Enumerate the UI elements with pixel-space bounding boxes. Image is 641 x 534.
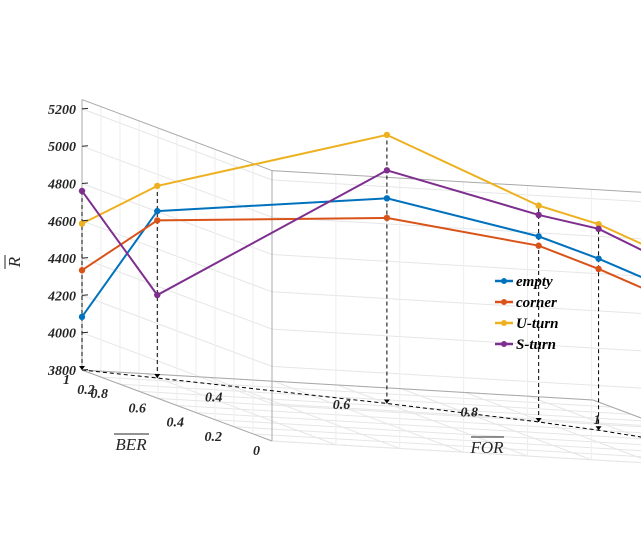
data-point (78, 220, 86, 227)
data-point (595, 220, 602, 228)
series-layer (78, 131, 641, 321)
for-axis-label: FOR (469, 436, 504, 457)
z-tick-label: 4200 (47, 289, 76, 304)
data-point (383, 214, 391, 222)
z-tick-label: 4000 (47, 327, 76, 342)
floor-grid-line (176, 405, 641, 434)
legend-label-sturn: S-turn (516, 337, 556, 353)
data-point (154, 291, 161, 299)
data-point (154, 217, 161, 224)
data-point (595, 225, 602, 233)
drop-arrow (535, 417, 542, 422)
floor-grid-line (233, 426, 641, 452)
z-tick-label: 5200 (48, 103, 76, 118)
z-tick-label: 4400 (47, 252, 76, 267)
data-point (78, 187, 86, 195)
legend: empty corner U-turn S-turn (495, 274, 559, 353)
drop-arrow (154, 374, 161, 379)
series-line (81, 197, 641, 318)
box-edge (81, 369, 594, 401)
z-tick-mark (81, 369, 89, 371)
data-point (535, 202, 542, 209)
data-point (154, 207, 161, 215)
box-edge (271, 170, 641, 193)
data-point (535, 242, 542, 249)
box-edge (81, 369, 273, 442)
z-tick-mark (81, 145, 89, 147)
legend-marker-empty (501, 278, 507, 284)
wall-grid-line (81, 108, 641, 203)
z-tick-mark (81, 107, 89, 110)
drop-arrow (383, 399, 390, 404)
series-uturn (78, 131, 641, 245)
legend-marker-uturn (501, 320, 507, 326)
z-axis-label: R (4, 255, 24, 269)
legend-marker-corner (501, 299, 507, 305)
drop-arrow (79, 366, 85, 370)
ber-tick-label: 0 (253, 444, 260, 459)
floor-grid-line (157, 397, 641, 428)
for-tick-label: 0.8 (461, 406, 479, 421)
z-tick-label: 4600 (47, 215, 76, 230)
for-axis-label-text: FOR (469, 438, 504, 457)
z-axis-label-text: R (5, 256, 24, 268)
series-sturn (78, 167, 641, 299)
data-point (78, 267, 86, 274)
ber-tick-label: 1 (63, 373, 70, 388)
legend-label-uturn: U-turn (516, 316, 559, 332)
legend-item-sturn: S-turn (495, 337, 556, 353)
ber-axis-label: BER (114, 433, 149, 454)
floor-grid-line (100, 376, 613, 408)
legend-label-empty: empty (516, 274, 553, 290)
data-point (154, 182, 161, 190)
z-tick-mark (81, 331, 89, 334)
legend-item-empty: empty (495, 274, 553, 290)
z-tick-label: 4800 (47, 178, 76, 193)
ber-tick-label: 0.6 (129, 401, 147, 416)
for-tick-label: 0.2 (77, 383, 95, 398)
z-tick-mark (81, 257, 89, 259)
legend-item-uturn: U-turn (495, 316, 559, 332)
ber-axis-label-text: BER (115, 435, 147, 454)
series-corner (78, 214, 641, 289)
for-tick-label: 0.6 (333, 398, 351, 413)
box-edge (81, 99, 273, 172)
series-line (81, 133, 641, 245)
data-point (383, 195, 391, 202)
series-line (81, 216, 641, 289)
floor-grid-line (252, 433, 641, 458)
for-tick-label: 0.4 (205, 391, 223, 406)
ground-path (81, 369, 641, 438)
floor-grid-line (138, 390, 641, 422)
data-point (595, 265, 602, 273)
legend-label-corner: corner (516, 295, 557, 311)
legend-item-corner: corner (495, 295, 557, 311)
z-tick-mark (81, 294, 89, 296)
floor-grid-line (119, 383, 632, 415)
data-point (535, 233, 542, 240)
ber-tick-label: 0.8 (91, 387, 109, 402)
data-point (595, 255, 602, 262)
z-tick-mark (81, 219, 89, 222)
data-point (78, 313, 86, 321)
floor-grid-line (195, 412, 641, 440)
data-point (535, 211, 542, 219)
legend-marker-sturn (501, 341, 507, 347)
data-point (383, 167, 391, 174)
series-line (81, 169, 641, 297)
drop-arrow (595, 426, 602, 431)
box-edge (592, 399, 641, 419)
ber-tick-label: 0.2 (205, 430, 223, 445)
z-tick-label: 3800 (47, 364, 76, 379)
for-tick-label: 1 (594, 413, 601, 428)
z-tick-label: 5000 (48, 140, 76, 155)
z-tick-mark (81, 182, 89, 184)
ber-tick-label: 0.4 (167, 416, 185, 431)
tick-labels: 3800 4000 4200 4400 4600 4800 5000 5200 0.2 0.4 0.… (47, 103, 601, 459)
data-point (383, 131, 391, 139)
